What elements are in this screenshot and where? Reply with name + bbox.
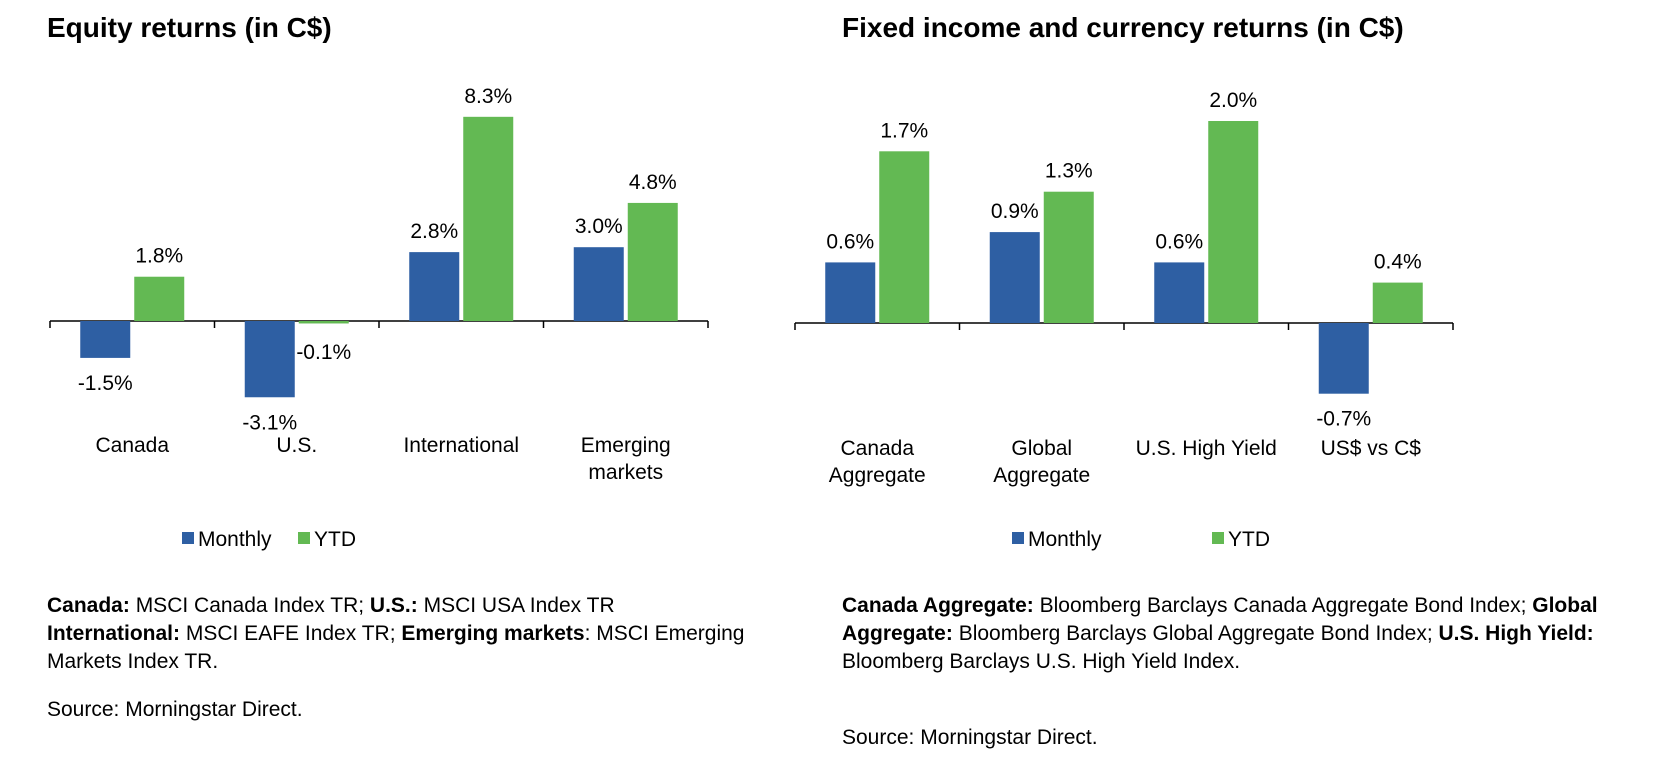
note-text: Bloomberg Barclays U.S. High Yield Index… <box>842 650 1241 673</box>
category-label: markets <box>588 461 663 484</box>
data-label-ytd-0: 1.8% <box>135 245 183 268</box>
bar-ytd-2 <box>463 116 514 321</box>
index-definitions-note: Canada Aggregate: Bloomberg Barclays Can… <box>842 592 1602 676</box>
legend-label: Monthly <box>198 528 272 551</box>
category-label: US$ vs C$ <box>1321 437 1422 460</box>
bar-monthly-2 <box>1154 262 1205 323</box>
note-term: U.S.: <box>369 594 418 617</box>
category-label: Global <box>1011 437 1072 460</box>
category-label: Emerging <box>581 434 671 457</box>
bar-ytd-2 <box>1208 121 1259 323</box>
category-label: Aggregate <box>829 464 926 487</box>
bar-monthly-0 <box>825 262 876 323</box>
legend-label: YTD <box>314 528 356 551</box>
data-label-monthly-1: -3.1% <box>242 411 297 434</box>
note-term: International: <box>47 622 181 645</box>
bar-ytd-0 <box>879 151 930 323</box>
data-label-ytd-1: -0.1% <box>296 341 351 364</box>
note-term: Canada Aggregate: <box>842 594 1034 617</box>
source-note: Source: Morningstar Direct. <box>47 698 303 721</box>
data-label-ytd-3: 0.4% <box>1374 251 1422 274</box>
bar-monthly-3 <box>573 247 624 321</box>
category-label: International <box>403 434 519 457</box>
data-label-ytd-2: 8.3% <box>464 85 512 108</box>
fixed-income-bar-chart: 0.6% 1.7% Canada Aggregate 0.9% 1.3% Global Agg… <box>794 89 1454 487</box>
data-label-ytd-0: 1.7% <box>880 119 928 142</box>
legend-swatch-monthly <box>182 532 194 545</box>
bar-ytd-1 <box>298 321 349 324</box>
legend-item-monthly: Monthly <box>182 528 272 552</box>
note-term: Canada: <box>47 594 130 617</box>
fixed-income-chart-panel: Fixed income and currency returns (in C$… <box>780 0 1668 770</box>
bar-ytd-3 <box>627 202 678 321</box>
category-label: U.S. High Yield <box>1136 437 1277 460</box>
legend-swatch-ytd <box>298 532 310 545</box>
data-label-monthly-0: -1.5% <box>78 372 133 395</box>
data-label-ytd-2: 2.0% <box>1209 89 1257 112</box>
legend-item-ytd: YTD <box>1212 528 1270 552</box>
note-text: MSCI Canada Index TR; <box>129 594 370 617</box>
data-label-monthly-1: 0.9% <box>991 200 1039 223</box>
legend-item-ytd: YTD <box>298 528 356 552</box>
note-text: Bloomberg Barclays Canada Aggregate Bond… <box>1033 594 1533 617</box>
legend-swatch-ytd <box>1212 532 1224 545</box>
category-label: Aggregate <box>993 464 1090 487</box>
note-term: U.S. High Yield: <box>1438 622 1594 645</box>
data-label-ytd-3: 4.8% <box>629 171 677 194</box>
bar-monthly-2 <box>409 252 460 321</box>
chart-title: Equity returns (in C$) <box>47 12 332 43</box>
data-label-monthly-2: 0.6% <box>1155 230 1203 253</box>
data-label-monthly-3: 3.0% <box>575 215 623 238</box>
bar-monthly-1 <box>989 232 1040 323</box>
note-text: MSCI USA Index TR <box>417 594 615 617</box>
data-label-monthly-3: -0.7% <box>1316 408 1371 431</box>
source-note: Source: Morningstar Direct. <box>842 726 1098 749</box>
legend-item-monthly: Monthly <box>1012 528 1102 552</box>
legend-swatch-monthly <box>1012 532 1024 545</box>
chart-legend: Monthly YTD <box>1012 528 1332 554</box>
equity-chart-panel: Equity returns (in C$) -1.5% 1.8% Canada -3… <box>0 0 780 770</box>
equity-bar-chart: -1.5% 1.8% Canada -3.1% -0.1% U.S. 2.8% 8.3% Int… <box>49 85 709 484</box>
note-term: Global Aggregate: <box>842 594 1598 645</box>
data-label-monthly-0: 0.6% <box>826 230 874 253</box>
note-text: Bloomberg Barclays Global Aggregate Bond… <box>952 622 1439 645</box>
legend-label: YTD <box>1228 528 1270 551</box>
note-text: MSCI EAFE Index TR; <box>180 622 402 645</box>
bar-ytd-1 <box>1043 191 1094 323</box>
bar-monthly-1 <box>244 321 295 398</box>
category-label: U.S. <box>276 434 317 457</box>
category-label: Canada <box>840 437 914 460</box>
bar-monthly-0 <box>80 321 131 358</box>
bar-monthly-3 <box>1318 323 1369 394</box>
category-label: Canada <box>95 434 169 457</box>
chart-title: Fixed income and currency returns (in C$… <box>842 12 1404 43</box>
legend-label: Monthly <box>1028 528 1102 551</box>
note-term: Emerging markets <box>401 622 585 645</box>
index-definitions-note: Canada: MSCI Canada Index TR; U.S.: MSCI… <box>47 592 767 676</box>
bar-ytd-0 <box>134 276 185 321</box>
bar-ytd-3 <box>1372 282 1423 323</box>
chart-legend: Monthly YTD <box>182 528 482 554</box>
note-text: : MSCI Emerging Markets Index TR. <box>47 622 745 673</box>
data-label-ytd-1: 1.3% <box>1045 160 1093 183</box>
data-label-monthly-2: 2.8% <box>410 220 458 243</box>
